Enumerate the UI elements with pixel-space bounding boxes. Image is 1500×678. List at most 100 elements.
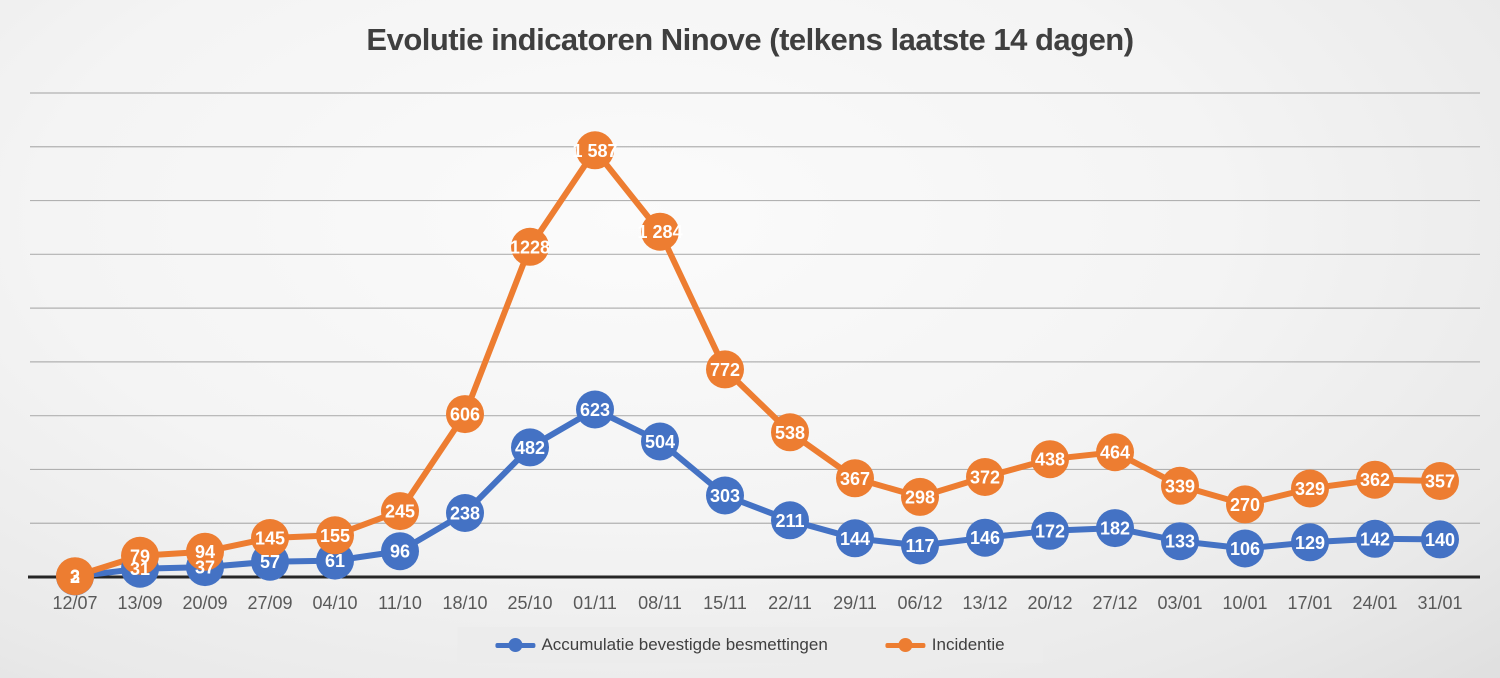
data-label-series-0: 144	[840, 529, 870, 549]
series-line-1	[72, 147, 1443, 580]
legend-line-marker-icon	[885, 637, 926, 653]
data-label-series-0: 37	[195, 558, 215, 578]
data-marker-series-0	[901, 526, 939, 565]
data-marker-series-0	[706, 476, 744, 515]
data-label-series-0: 482	[515, 438, 545, 458]
data-marker-series-0	[381, 532, 419, 571]
data-label-series-1: 79	[130, 546, 150, 566]
data-marker-series-0	[1291, 523, 1329, 562]
data-marker-series-0	[1356, 519, 1394, 558]
data-label-series-0: 238	[450, 504, 480, 524]
data-label-series-1: 357	[1425, 472, 1455, 492]
data-label-series-1: 3	[70, 567, 80, 587]
data-label-series-1: 1228	[510, 237, 550, 257]
x-axis-tick-label: 27/12	[1092, 593, 1137, 613]
data-label-series-1: 94	[195, 542, 215, 562]
data-marker-series-1	[771, 413, 809, 452]
x-axis-tick-label: 11/10	[378, 593, 422, 613]
x-axis-tick-label: 20/09	[182, 593, 227, 613]
x-axis-tick-label: 17/01	[1287, 593, 1332, 613]
data-label-series-0: 106	[1230, 539, 1260, 559]
data-label-series-1: 367	[840, 469, 870, 489]
data-label-series-1: 329	[1295, 479, 1325, 499]
data-marker-series-0	[511, 428, 549, 467]
data-marker-series-0	[576, 390, 614, 429]
data-marker-series-0	[641, 422, 679, 461]
x-axis-tick-label: 13/09	[117, 593, 162, 613]
data-label-series-1: 155	[320, 526, 350, 546]
x-axis-tick-label: 01/11	[573, 593, 617, 613]
data-label-series-0: 96	[390, 542, 410, 562]
data-label-series-1: 298	[905, 487, 935, 507]
data-marker-series-1	[966, 458, 1004, 496]
legend-label-incidentie: Incidentie	[931, 635, 1005, 654]
data-marker-series-1	[316, 516, 354, 555]
x-axis-tick-label: 12/07	[52, 593, 97, 613]
data-label-series-1: 538	[775, 423, 805, 443]
x-axis-tick-label: 04/10	[312, 593, 357, 613]
data-marker-series-1	[446, 395, 484, 434]
data-marker-series-1	[186, 532, 224, 571]
x-axis-tick-label: 13/12	[962, 593, 1007, 613]
data-marker-series-1	[251, 519, 289, 557]
data-marker-series-0	[1096, 509, 1134, 548]
data-label-series-0: 146	[970, 528, 1000, 548]
data-marker-series-1	[836, 459, 874, 498]
data-marker-series-1	[1226, 485, 1264, 524]
data-marker-series-0	[446, 494, 484, 532]
legend-line-marker-icon	[495, 637, 536, 653]
data-marker-series-1	[641, 212, 679, 251]
x-axis-tick-label: 18/10	[442, 593, 487, 613]
x-axis-tick-label: 03/01	[1157, 593, 1202, 613]
data-label-series-0: 211	[775, 511, 804, 531]
data-label-series-1: 1 587	[572, 141, 617, 161]
data-marker-series-0	[1421, 520, 1459, 559]
x-axis-tick-label: 06/12	[897, 593, 942, 613]
x-axis-tick-label: 29/11	[833, 593, 877, 613]
x-axis-tick-label: 22/11	[768, 593, 812, 613]
data-marker-series-1	[1161, 466, 1199, 505]
data-label-series-0: 142	[1360, 529, 1390, 549]
data-marker-series-1	[56, 557, 94, 596]
data-marker-series-0	[966, 518, 1004, 557]
data-label-series-0: 504	[645, 432, 675, 452]
data-marker-series-1	[901, 477, 939, 516]
legend-label-accumulatie: Accumulatie bevestigde besmettingen	[541, 635, 828, 654]
data-marker-series-1	[1421, 462, 1459, 500]
data-label-series-1: 372	[970, 468, 1000, 488]
data-label-series-0: 129	[1295, 533, 1325, 553]
data-label-series-0: 172	[1035, 521, 1065, 541]
data-marker-series-0	[1226, 529, 1264, 568]
data-marker-series-0	[1031, 511, 1069, 550]
x-axis-tick-label: 08/11	[638, 593, 682, 613]
x-axis-tick-label: 31/01	[1417, 593, 1462, 613]
data-label-series-1: 606	[450, 405, 480, 425]
data-label-series-0: 31	[130, 559, 150, 579]
x-axis-tick-label: 25/10	[507, 593, 552, 613]
data-label-series-0: 182	[1100, 519, 1130, 539]
data-label-series-0: 57	[260, 552, 280, 572]
data-label-series-1: 438	[1035, 450, 1065, 470]
series-line-0	[72, 406, 1443, 580]
legend-item-accumulatie[interactable]: Accumulatie bevestigde besmettingen	[495, 635, 828, 655]
data-label-series-1: 1 284	[637, 222, 682, 242]
data-marker-series-0	[836, 519, 874, 558]
x-axis-tick-label: 20/12	[1027, 593, 1072, 613]
data-marker-series-1	[1031, 440, 1069, 479]
legend[interactable]: Accumulatie bevestigde besmettingen Inci…	[457, 627, 1043, 663]
data-marker-series-1	[1291, 469, 1329, 508]
data-label-series-0: 133	[1165, 532, 1195, 552]
legend-item-incidentie[interactable]: Incidentie	[885, 635, 1005, 655]
data-label-series-1: 270	[1230, 495, 1260, 515]
data-label-series-1: 362	[1360, 470, 1390, 490]
data-label-series-1: 245	[385, 502, 415, 522]
data-marker-series-1	[511, 227, 549, 266]
data-label-series-0: 140	[1425, 530, 1455, 550]
data-marker-series-0	[1161, 522, 1199, 561]
data-marker-series-1	[1356, 460, 1394, 499]
data-marker-series-0	[771, 501, 809, 540]
data-label-series-1: 145	[255, 529, 285, 549]
data-label-series-0: 2	[70, 567, 80, 587]
